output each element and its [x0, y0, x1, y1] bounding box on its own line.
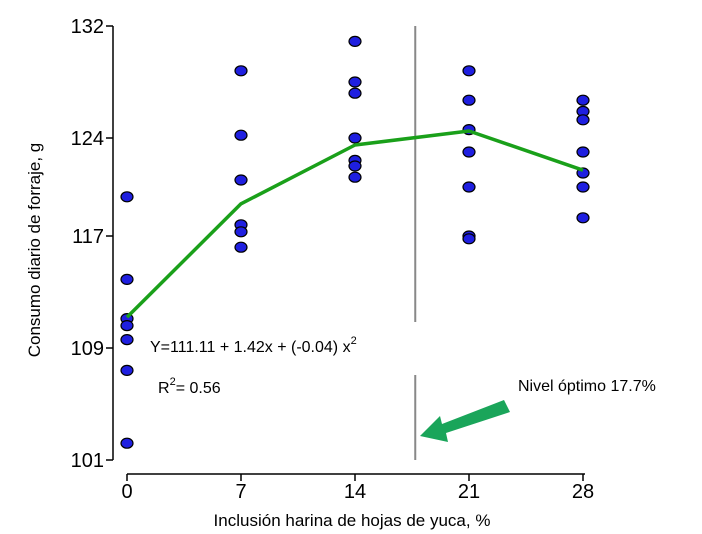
- data-point: [462, 181, 476, 193]
- x-tick-label: 28: [572, 481, 594, 503]
- x-axis-title: Inclusión harina de hojas de yuca, %: [214, 511, 491, 530]
- data-point: [120, 273, 134, 285]
- data-point: [348, 35, 362, 48]
- data-point: [234, 65, 248, 77]
- data-point: [462, 233, 476, 245]
- data-point: [348, 87, 362, 99]
- data-point: [462, 146, 476, 158]
- data-point: [234, 241, 248, 253]
- data-point: [576, 146, 590, 158]
- x-tick-label: 14: [344, 481, 366, 503]
- data-point: [234, 129, 248, 141]
- y-tick-label: 109: [71, 338, 104, 360]
- r2-value: = 0.56: [176, 380, 221, 397]
- optimum-arrow-icon: [420, 400, 510, 442]
- fit-curve: [125, 129, 584, 319]
- r2-prefix: R: [158, 380, 170, 397]
- data-point: [462, 94, 476, 106]
- equation-superscript: 2: [351, 335, 357, 347]
- axes: [112, 26, 585, 475]
- data-point: [348, 171, 362, 183]
- equation-label: Y=111.11 + 1.42x + (-0.04) x2: [150, 335, 357, 356]
- r2-label: R2= 0.56: [158, 376, 221, 397]
- r2-superscript: 2: [170, 376, 176, 388]
- y-axis-title: Consumo diario de forraje, g: [25, 143, 44, 358]
- x-tick-label: 7: [235, 481, 246, 503]
- y-tick-label: 117: [72, 226, 104, 248]
- y-tick-label: 132: [71, 16, 104, 38]
- data-point: [348, 76, 362, 88]
- data-point: [120, 364, 134, 376]
- data-point: [348, 132, 362, 144]
- x-ticks: 0 7 14 21 28: [121, 474, 594, 503]
- data-point: [576, 212, 590, 224]
- y-tick-label: 124: [71, 128, 104, 150]
- data-point: [120, 334, 134, 346]
- data-point: [576, 114, 590, 126]
- data-point: [120, 191, 134, 203]
- x-tick-label: 21: [458, 481, 480, 503]
- data-point: [234, 226, 248, 238]
- optimum-label: Nivel óptimo 17.7%: [518, 378, 656, 395]
- data-point: [120, 320, 134, 332]
- data-point: [234, 174, 248, 186]
- y-tick-label: 101: [71, 450, 104, 472]
- equation-text: Y=111.11 + 1.42x + (-0.04) x: [150, 339, 351, 356]
- y-ticks: 101 109 117 124 132: [71, 16, 113, 472]
- data-point: [576, 181, 590, 193]
- data-point: [462, 65, 476, 77]
- data-point: [120, 437, 134, 449]
- x-tick-label: 0: [121, 481, 132, 503]
- data-point: [576, 94, 590, 106]
- data-points: [120, 35, 590, 449]
- data-point: [348, 160, 362, 172]
